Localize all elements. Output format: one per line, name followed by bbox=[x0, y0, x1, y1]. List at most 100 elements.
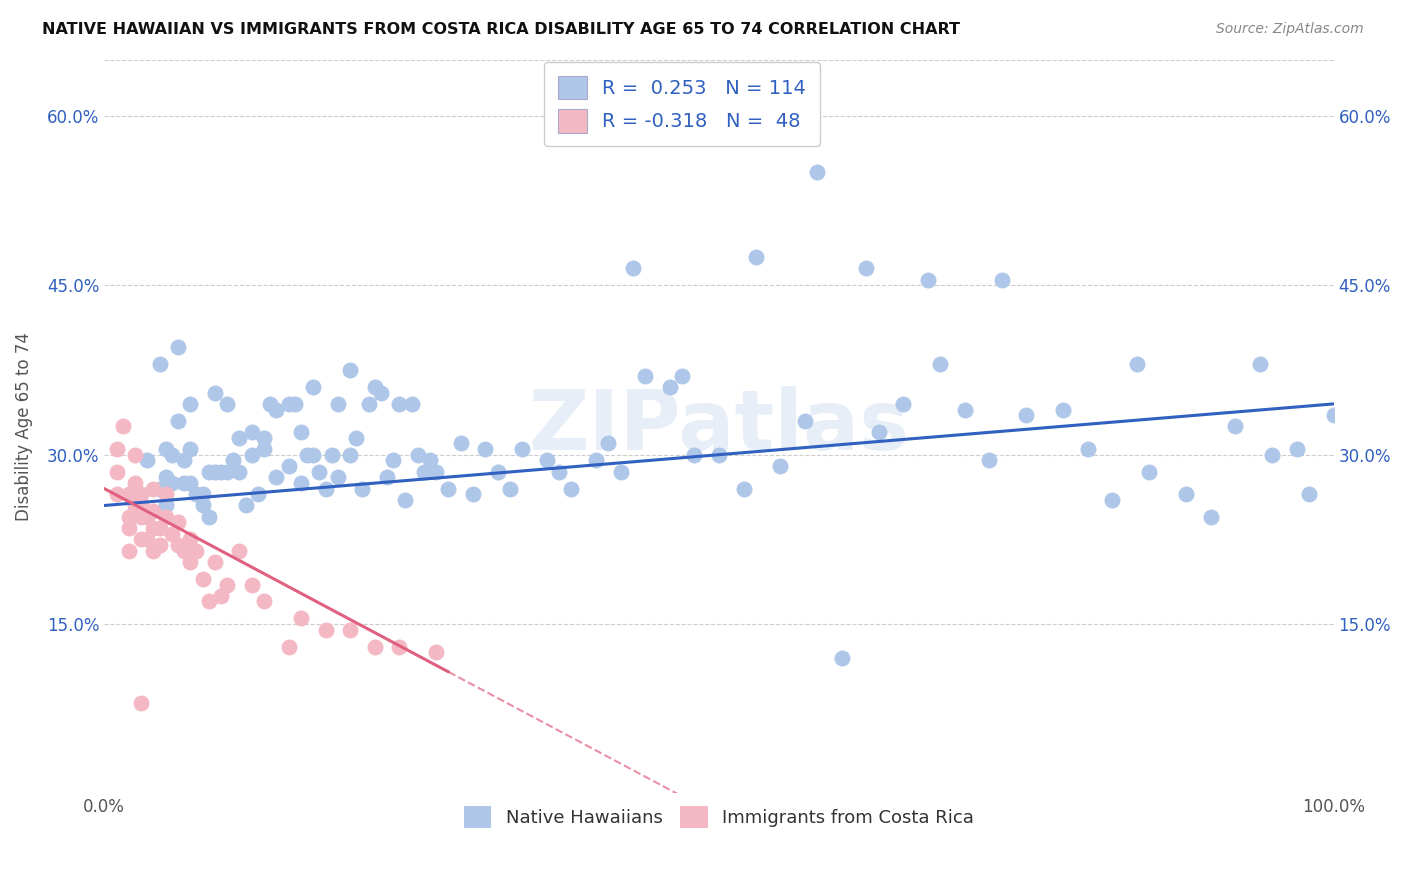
Point bbox=[419, 453, 441, 467]
Point bbox=[186, 543, 208, 558]
Point bbox=[683, 448, 706, 462]
Point bbox=[370, 385, 392, 400]
Point bbox=[326, 470, 349, 484]
Point bbox=[277, 458, 299, 473]
Point bbox=[855, 261, 877, 276]
Point bbox=[1298, 487, 1320, 501]
Point bbox=[160, 475, 183, 490]
Point bbox=[142, 504, 165, 518]
Point bbox=[406, 448, 429, 462]
Point bbox=[364, 640, 387, 654]
Point bbox=[671, 368, 693, 383]
Point bbox=[302, 448, 325, 462]
Point bbox=[510, 442, 533, 456]
Point bbox=[990, 273, 1012, 287]
Point bbox=[155, 487, 177, 501]
Point bbox=[118, 521, 141, 535]
Point bbox=[794, 414, 817, 428]
Point bbox=[148, 358, 170, 372]
Point bbox=[155, 499, 177, 513]
Point bbox=[179, 442, 201, 456]
Point bbox=[548, 465, 571, 479]
Point bbox=[111, 419, 134, 434]
Point bbox=[461, 487, 484, 501]
Point bbox=[209, 465, 232, 479]
Point bbox=[831, 651, 853, 665]
Point bbox=[326, 397, 349, 411]
Point bbox=[425, 465, 447, 479]
Point bbox=[124, 504, 146, 518]
Point bbox=[148, 482, 170, 496]
Point bbox=[308, 465, 330, 479]
Point bbox=[160, 526, 183, 541]
Point bbox=[929, 358, 952, 372]
Point bbox=[474, 442, 496, 456]
Point bbox=[240, 577, 263, 591]
Point bbox=[560, 482, 582, 496]
Point bbox=[315, 482, 337, 496]
Point bbox=[1285, 442, 1308, 456]
Text: NATIVE HAWAIIAN VS IMMIGRANTS FROM COSTA RICA DISABILITY AGE 65 TO 74 CORRELATIO: NATIVE HAWAIIAN VS IMMIGRANTS FROM COSTA… bbox=[42, 22, 960, 37]
Point bbox=[357, 397, 380, 411]
Point bbox=[228, 431, 250, 445]
Point bbox=[1101, 492, 1123, 507]
Point bbox=[1249, 358, 1271, 372]
Point bbox=[806, 165, 828, 179]
Point bbox=[191, 487, 214, 501]
Point bbox=[191, 572, 214, 586]
Point bbox=[388, 640, 411, 654]
Point bbox=[155, 470, 177, 484]
Point bbox=[344, 431, 367, 445]
Point bbox=[1015, 408, 1038, 422]
Point bbox=[302, 380, 325, 394]
Point bbox=[129, 509, 152, 524]
Point bbox=[284, 397, 307, 411]
Point bbox=[235, 499, 257, 513]
Point bbox=[266, 470, 288, 484]
Point bbox=[295, 448, 318, 462]
Point bbox=[142, 543, 165, 558]
Point bbox=[253, 431, 276, 445]
Point bbox=[228, 543, 250, 558]
Point bbox=[321, 448, 343, 462]
Point bbox=[1126, 358, 1149, 372]
Point bbox=[204, 385, 226, 400]
Point bbox=[160, 448, 183, 462]
Point bbox=[167, 516, 190, 530]
Point bbox=[315, 623, 337, 637]
Point bbox=[868, 425, 890, 439]
Point bbox=[745, 250, 768, 264]
Text: ZIPatlas: ZIPatlas bbox=[529, 386, 910, 467]
Point bbox=[179, 397, 201, 411]
Point bbox=[598, 436, 620, 450]
Point bbox=[364, 380, 387, 394]
Point bbox=[197, 509, 219, 524]
Point bbox=[197, 465, 219, 479]
Point bbox=[246, 487, 269, 501]
Legend: Native Hawaiians, Immigrants from Costa Rica: Native Hawaiians, Immigrants from Costa … bbox=[457, 799, 981, 836]
Point bbox=[204, 555, 226, 569]
Point bbox=[179, 475, 201, 490]
Point bbox=[173, 543, 195, 558]
Point bbox=[124, 448, 146, 462]
Point bbox=[450, 436, 472, 450]
Point bbox=[707, 448, 730, 462]
Point bbox=[339, 363, 361, 377]
Point bbox=[240, 448, 263, 462]
Point bbox=[209, 589, 232, 603]
Point bbox=[204, 465, 226, 479]
Point bbox=[173, 475, 195, 490]
Point bbox=[105, 442, 128, 456]
Point bbox=[124, 499, 146, 513]
Point bbox=[253, 594, 276, 608]
Point bbox=[953, 402, 976, 417]
Point bbox=[105, 465, 128, 479]
Point bbox=[499, 482, 522, 496]
Point bbox=[142, 482, 165, 496]
Point bbox=[129, 499, 152, 513]
Point bbox=[585, 453, 607, 467]
Point bbox=[733, 482, 755, 496]
Point bbox=[259, 397, 281, 411]
Point bbox=[339, 623, 361, 637]
Point bbox=[412, 465, 434, 479]
